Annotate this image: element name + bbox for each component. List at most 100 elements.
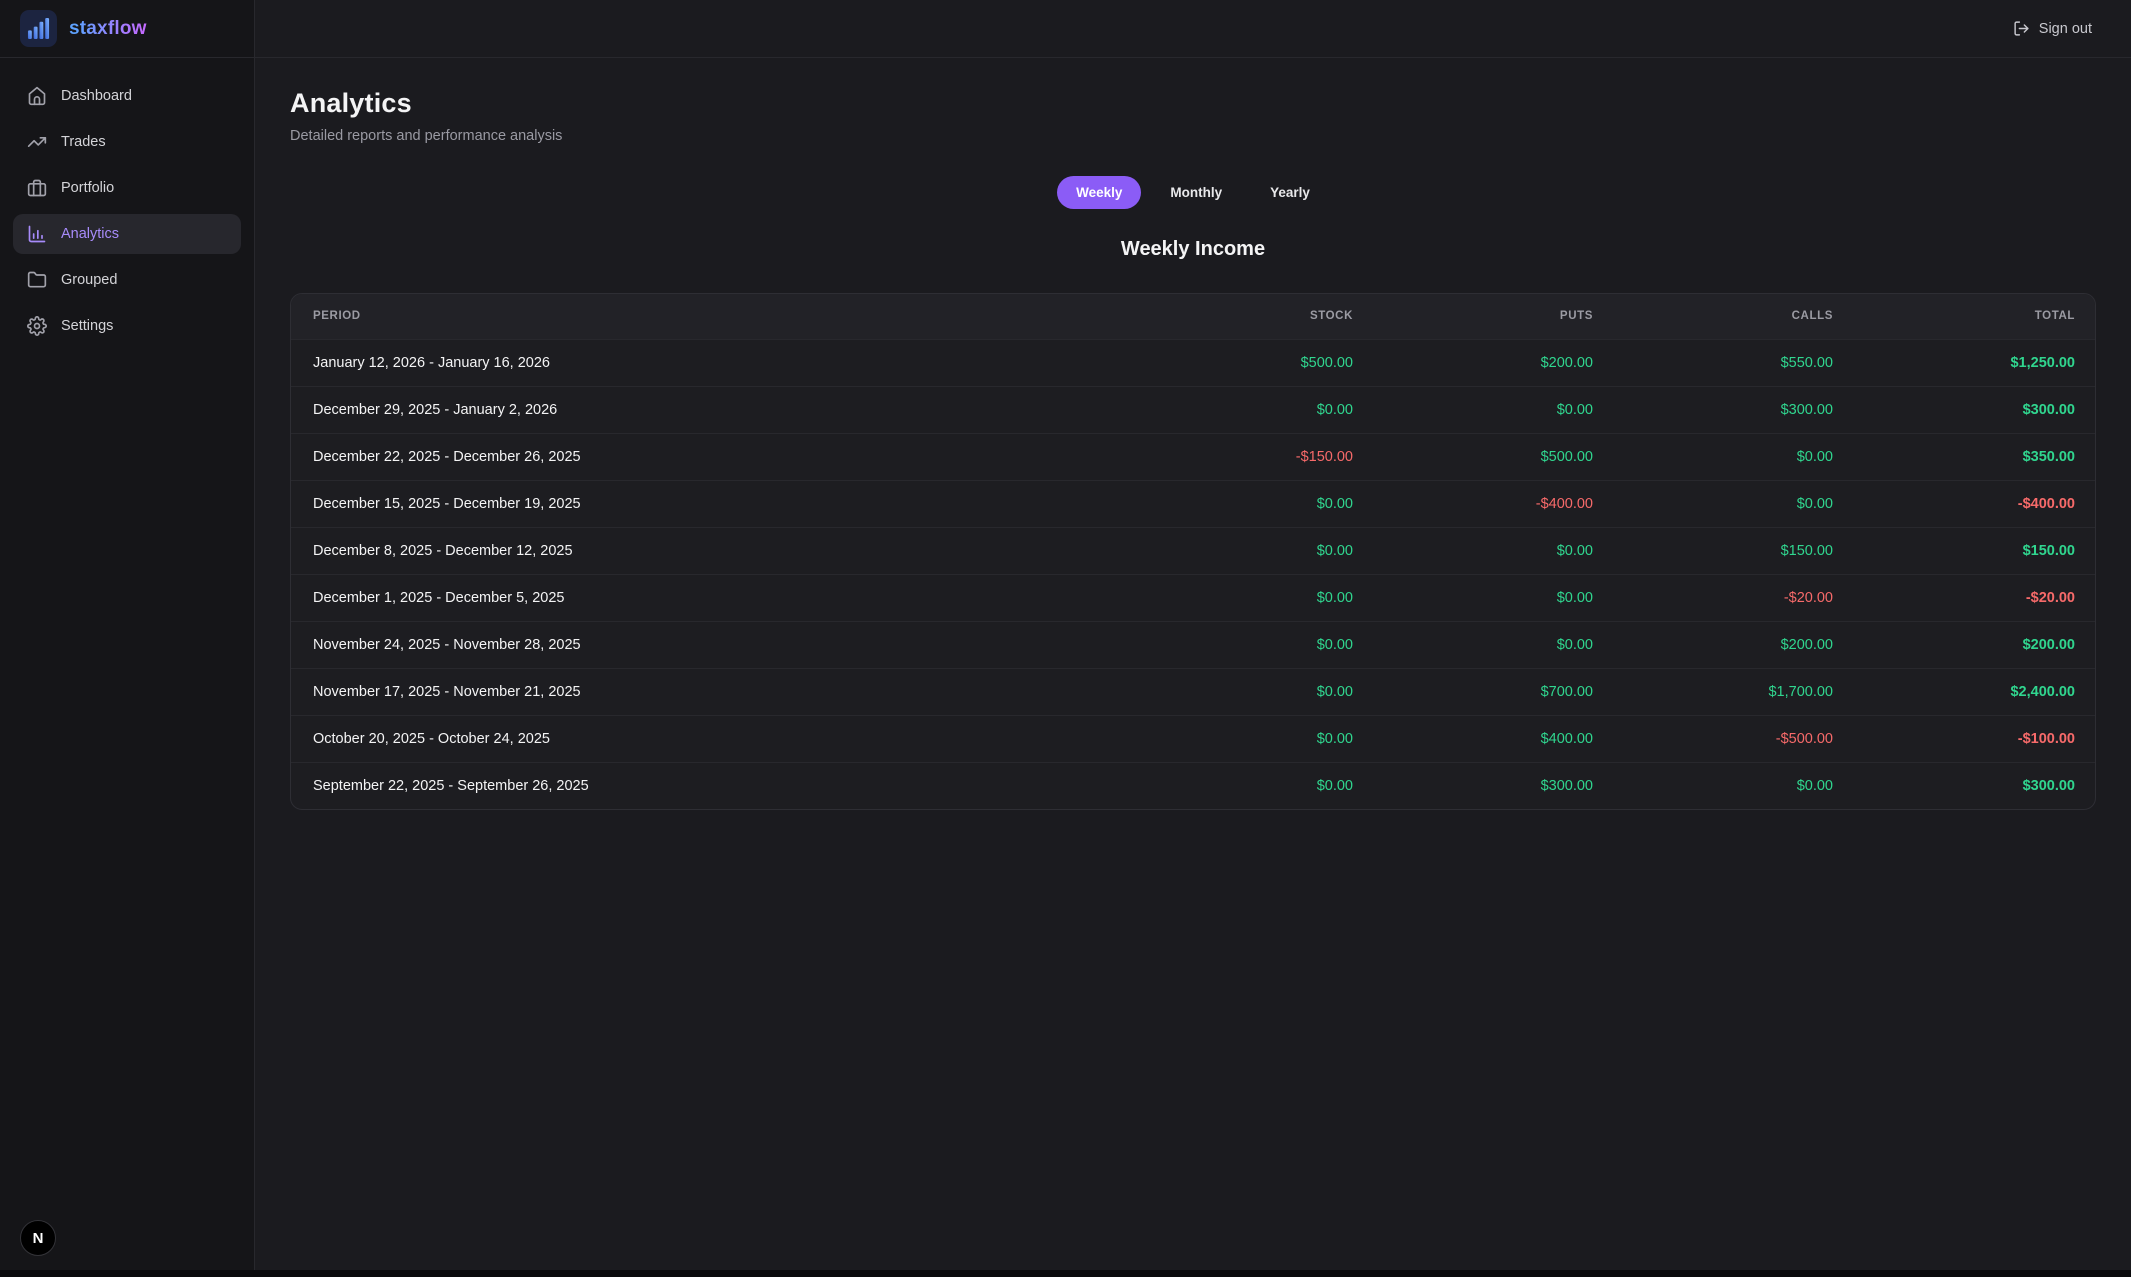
column-header-stock: Stock bbox=[1113, 294, 1353, 339]
sidebar-item-label: Dashboard bbox=[61, 88, 132, 104]
table-row: December 29, 2025 - January 2, 2026 $0.0… bbox=[291, 385, 2095, 433]
cell-period: December 15, 2025 - December 19, 2025 bbox=[291, 479, 1113, 527]
folder-icon bbox=[27, 270, 47, 290]
home-icon bbox=[27, 86, 47, 106]
bar-chart-icon bbox=[27, 224, 47, 244]
table-row: December 22, 2025 - December 26, 2025 -$… bbox=[291, 432, 2095, 480]
cell-total: $2,400.00 bbox=[1833, 667, 2095, 715]
cell-stock: -$150.00 bbox=[1113, 432, 1353, 480]
cell-puts: $0.00 bbox=[1353, 620, 1593, 668]
period-tabs: Weekly Monthly Yearly bbox=[290, 176, 2096, 209]
cell-total: -$100.00 bbox=[1833, 714, 2095, 762]
cell-stock: $0.00 bbox=[1113, 714, 1353, 762]
main-content: Analytics Detailed reports and performan… bbox=[255, 58, 2131, 1277]
sidebar-item-label: Grouped bbox=[61, 272, 118, 288]
cell-calls: $1,700.00 bbox=[1593, 667, 1833, 715]
table-row: December 15, 2025 - December 19, 2025 $0… bbox=[291, 479, 2095, 527]
income-table-container: Period Stock Puts Calls Total January 12, 20… bbox=[290, 293, 2096, 810]
table-row: December 8, 2025 - December 12, 2025 $0.… bbox=[291, 526, 2095, 574]
cell-period: December 1, 2025 - December 5, 2025 bbox=[291, 573, 1113, 621]
bar-chart-logo-icon bbox=[20, 10, 57, 47]
sidebar-item-trades[interactable]: Trades bbox=[13, 122, 241, 162]
cell-stock: $500.00 bbox=[1113, 338, 1353, 386]
brand-name: staxflow bbox=[69, 17, 147, 39]
trending-up-icon bbox=[27, 132, 47, 152]
window-bottom-edge bbox=[0, 1270, 2131, 1277]
cell-total: $350.00 bbox=[1833, 432, 2095, 480]
sidebar-item-portfolio[interactable]: Portfolio bbox=[13, 168, 241, 208]
sidebar-item-label: Analytics bbox=[61, 226, 120, 242]
log-out-icon bbox=[2013, 20, 2030, 37]
cell-total: -$400.00 bbox=[1833, 479, 2095, 527]
sidebar-item-label: Trades bbox=[61, 134, 106, 150]
sidebar-item-grouped[interactable]: Grouped bbox=[13, 260, 241, 300]
page-subtitle: Detailed reports and performance analysi… bbox=[290, 128, 563, 144]
column-header-total: Total bbox=[1833, 294, 2095, 339]
sidebar: staxflow Dashboard Trades Portfolio Anal… bbox=[0, 0, 255, 1277]
table-row: September 22, 2025 - September 26, 2025 … bbox=[291, 761, 2095, 809]
cell-stock: $0.00 bbox=[1113, 479, 1353, 527]
sidebar-item-label: Portfolio bbox=[61, 180, 115, 196]
table-body: January 12, 2026 - January 16, 2026 $500… bbox=[291, 338, 2095, 809]
cell-stock: $0.00 bbox=[1113, 620, 1353, 668]
cell-puts: $500.00 bbox=[1353, 432, 1593, 480]
cell-calls: $0.00 bbox=[1593, 479, 1833, 527]
cell-stock: $0.00 bbox=[1113, 526, 1353, 574]
cell-calls: $0.00 bbox=[1593, 761, 1833, 809]
cell-calls: -$500.00 bbox=[1593, 714, 1833, 762]
section-title: Weekly Income bbox=[1120, 238, 1266, 260]
cell-total: $150.00 bbox=[1833, 526, 2095, 574]
sidebar-item-settings[interactable]: Settings bbox=[13, 306, 241, 346]
column-header-puts: Puts bbox=[1353, 294, 1593, 339]
cell-period: December 8, 2025 - December 12, 2025 bbox=[291, 526, 1113, 574]
cell-period: November 24, 2025 - November 28, 2025 bbox=[291, 620, 1113, 668]
cell-puts: $200.00 bbox=[1353, 338, 1593, 386]
tab-weekly[interactable]: Weekly bbox=[1057, 176, 1142, 209]
sidebar-item-dashboard[interactable]: Dashboard bbox=[13, 76, 241, 116]
cell-puts: -$400.00 bbox=[1353, 479, 1593, 527]
cell-total: $300.00 bbox=[1833, 385, 2095, 433]
cell-calls: $200.00 bbox=[1593, 620, 1833, 668]
cell-stock: $0.00 bbox=[1113, 761, 1353, 809]
cell-period: December 22, 2025 - December 26, 2025 bbox=[291, 432, 1113, 480]
cell-calls: $300.00 bbox=[1593, 385, 1833, 433]
brand-logo[interactable]: staxflow bbox=[0, 0, 254, 58]
cell-puts: $0.00 bbox=[1353, 526, 1593, 574]
table-row: November 24, 2025 - November 28, 2025 $0… bbox=[291, 620, 2095, 668]
tab-yearly[interactable]: Yearly bbox=[1251, 176, 1329, 209]
cell-puts: $0.00 bbox=[1353, 385, 1593, 433]
cell-calls: $0.00 bbox=[1593, 432, 1833, 480]
cell-total: $1,250.00 bbox=[1833, 338, 2095, 386]
dev-tools-initial: N bbox=[32, 1229, 44, 1247]
table-row: October 20, 2025 - October 24, 2025 $0.0… bbox=[291, 714, 2095, 762]
gear-icon bbox=[27, 316, 47, 336]
cell-period: November 17, 2025 - November 21, 2025 bbox=[291, 667, 1113, 715]
dev-tools-badge[interactable]: N bbox=[20, 1220, 56, 1256]
cell-period: October 20, 2025 - October 24, 2025 bbox=[291, 714, 1113, 762]
cell-puts: $400.00 bbox=[1353, 714, 1593, 762]
cell-calls: $150.00 bbox=[1593, 526, 1833, 574]
sidebar-item-label: Settings bbox=[61, 318, 114, 334]
cell-period: December 29, 2025 - January 2, 2026 bbox=[291, 385, 1113, 433]
table-row: November 17, 2025 - November 21, 2025 $0… bbox=[291, 667, 2095, 715]
briefcase-icon bbox=[27, 178, 47, 198]
cell-stock: $0.00 bbox=[1113, 667, 1353, 715]
column-header-period: Period bbox=[291, 294, 1113, 339]
column-header-calls: Calls bbox=[1593, 294, 1833, 339]
topbar: Sign out bbox=[255, 0, 2131, 58]
tab-monthly[interactable]: Monthly bbox=[1151, 176, 1241, 209]
cell-total: -$20.00 bbox=[1833, 573, 2095, 621]
cell-total: $200.00 bbox=[1833, 620, 2095, 668]
cell-period: January 12, 2026 - January 16, 2026 bbox=[291, 338, 1113, 386]
cell-puts: $0.00 bbox=[1353, 573, 1593, 621]
cell-puts: $700.00 bbox=[1353, 667, 1593, 715]
cell-calls: -$20.00 bbox=[1593, 573, 1833, 621]
sidebar-nav: Dashboard Trades Portfolio Analytics Gro… bbox=[0, 58, 254, 364]
sign-out-label: Sign out bbox=[2038, 20, 2092, 37]
sign-out-button[interactable]: Sign out bbox=[2013, 20, 2092, 37]
cell-calls: $550.00 bbox=[1593, 338, 1833, 386]
cell-stock: $0.00 bbox=[1113, 385, 1353, 433]
sidebar-item-analytics[interactable]: Analytics bbox=[13, 214, 241, 254]
cell-stock: $0.00 bbox=[1113, 573, 1353, 621]
table-row: January 12, 2026 - January 16, 2026 $500… bbox=[291, 338, 2095, 386]
